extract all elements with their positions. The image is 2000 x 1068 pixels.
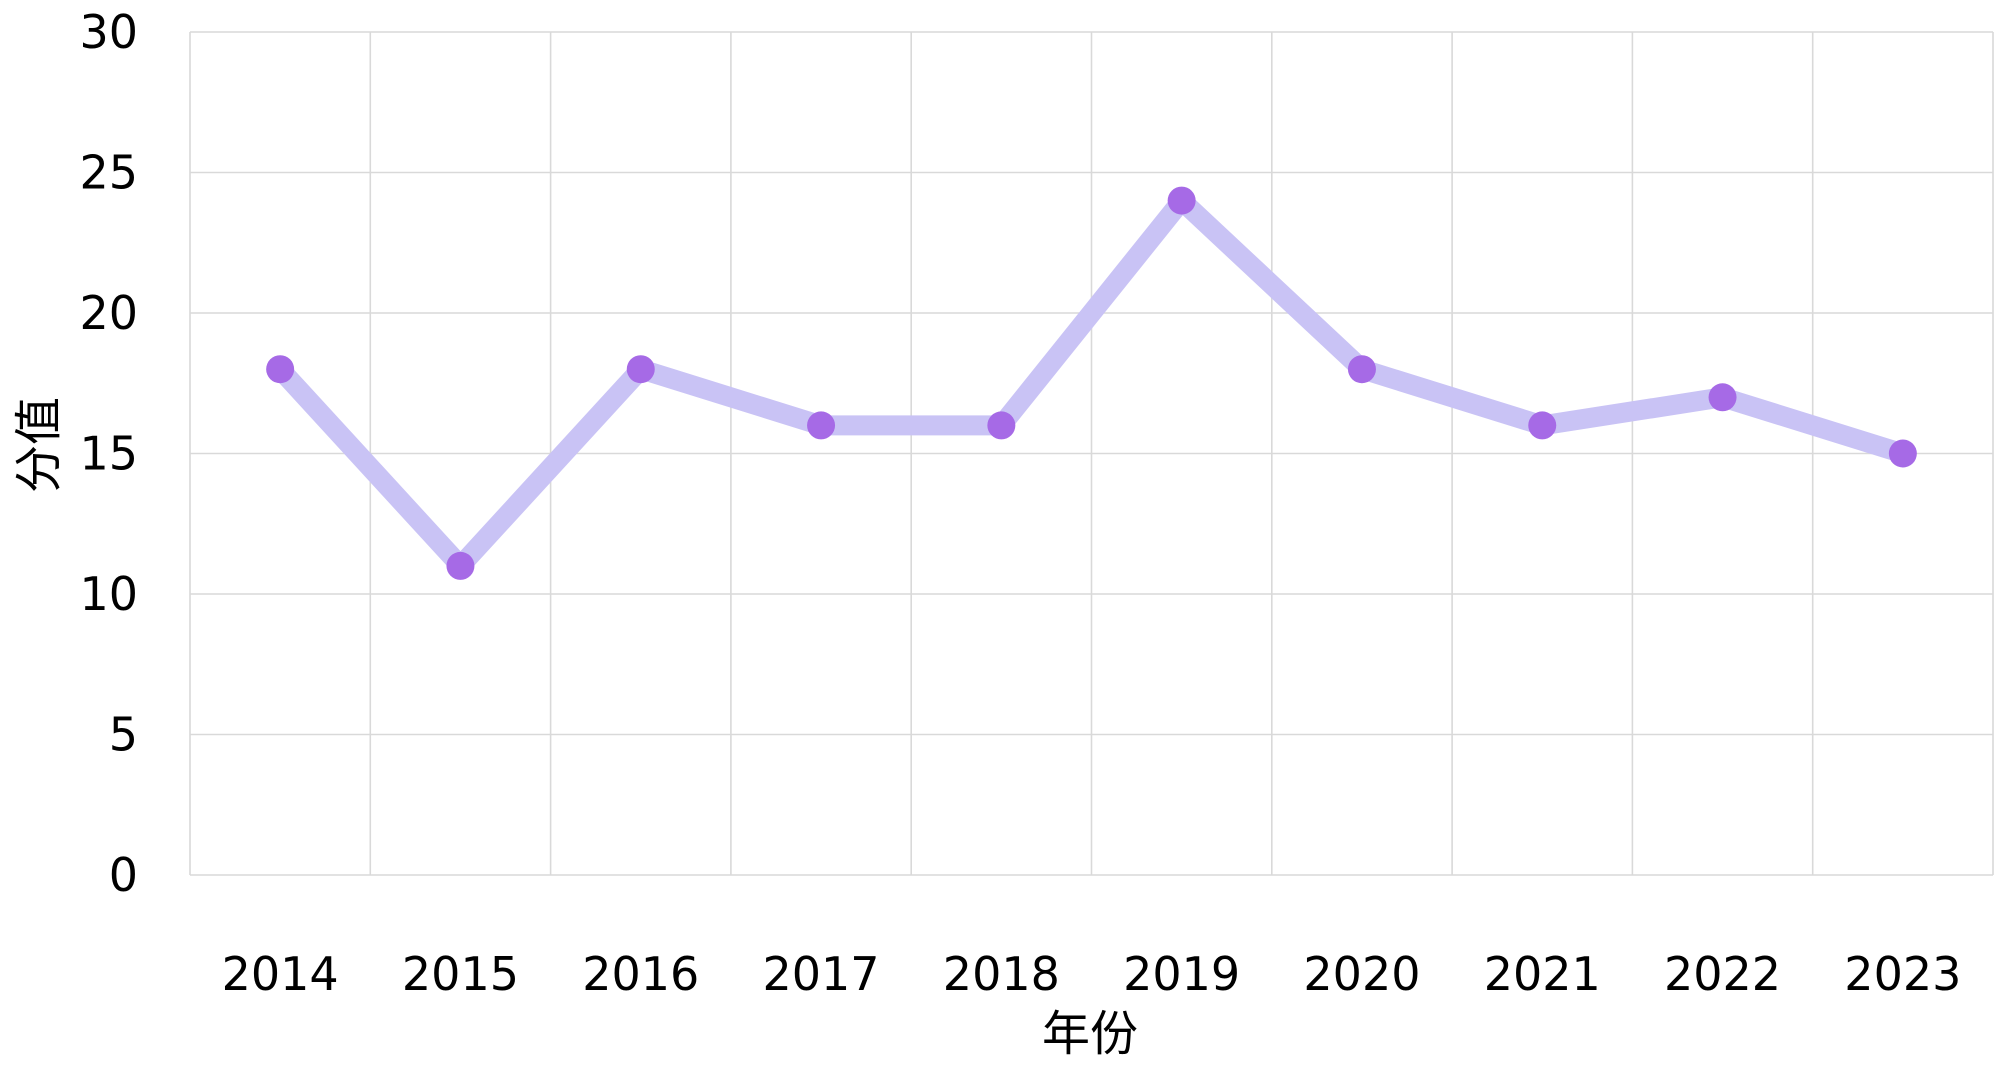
data-point xyxy=(626,355,655,384)
data-point xyxy=(1888,439,1917,468)
data-point xyxy=(987,411,1016,440)
x-tick-label: 2018 xyxy=(943,947,1060,1001)
x-axis-title: 年份 xyxy=(1042,1006,1138,1062)
data-point xyxy=(1167,186,1196,215)
y-tick-label: 10 xyxy=(79,567,138,621)
y-axis-title: 分值 xyxy=(11,397,67,493)
x-tick-label: 2021 xyxy=(1484,947,1601,1001)
series-group xyxy=(266,186,1917,580)
y-tick-label: 15 xyxy=(79,427,138,481)
y-tick-label: 30 xyxy=(79,5,138,59)
x-tick-label: 2020 xyxy=(1303,947,1420,1001)
data-point xyxy=(1528,411,1557,440)
data-point xyxy=(1347,355,1376,384)
x-tick-label: 2014 xyxy=(222,947,339,1001)
y-tick-label: 20 xyxy=(79,286,138,340)
y-tick-label: 0 xyxy=(109,848,138,902)
y-axis-ticks: 0 5 10 15 20 25 30 xyxy=(79,5,138,902)
x-tick-label: 2019 xyxy=(1123,947,1240,1001)
x-tick-label: 2022 xyxy=(1664,947,1781,1001)
x-tick-label: 2016 xyxy=(582,947,699,1001)
series-line xyxy=(270,190,1913,576)
data-point xyxy=(446,551,475,580)
data-point xyxy=(807,411,836,440)
x-tick-label: 2023 xyxy=(1844,947,1961,1001)
data-point xyxy=(266,355,295,384)
y-tick-label: 25 xyxy=(79,146,138,200)
data-point xyxy=(1708,383,1737,412)
grid xyxy=(189,31,1994,876)
x-tick-label: 2015 xyxy=(402,947,519,1001)
y-tick-label: 5 xyxy=(109,708,138,762)
x-axis-ticks: 2014 2015 2016 2017 2018 2019 2020 2021 2022 2023 xyxy=(222,947,1962,1001)
x-tick-label: 2017 xyxy=(763,947,880,1001)
